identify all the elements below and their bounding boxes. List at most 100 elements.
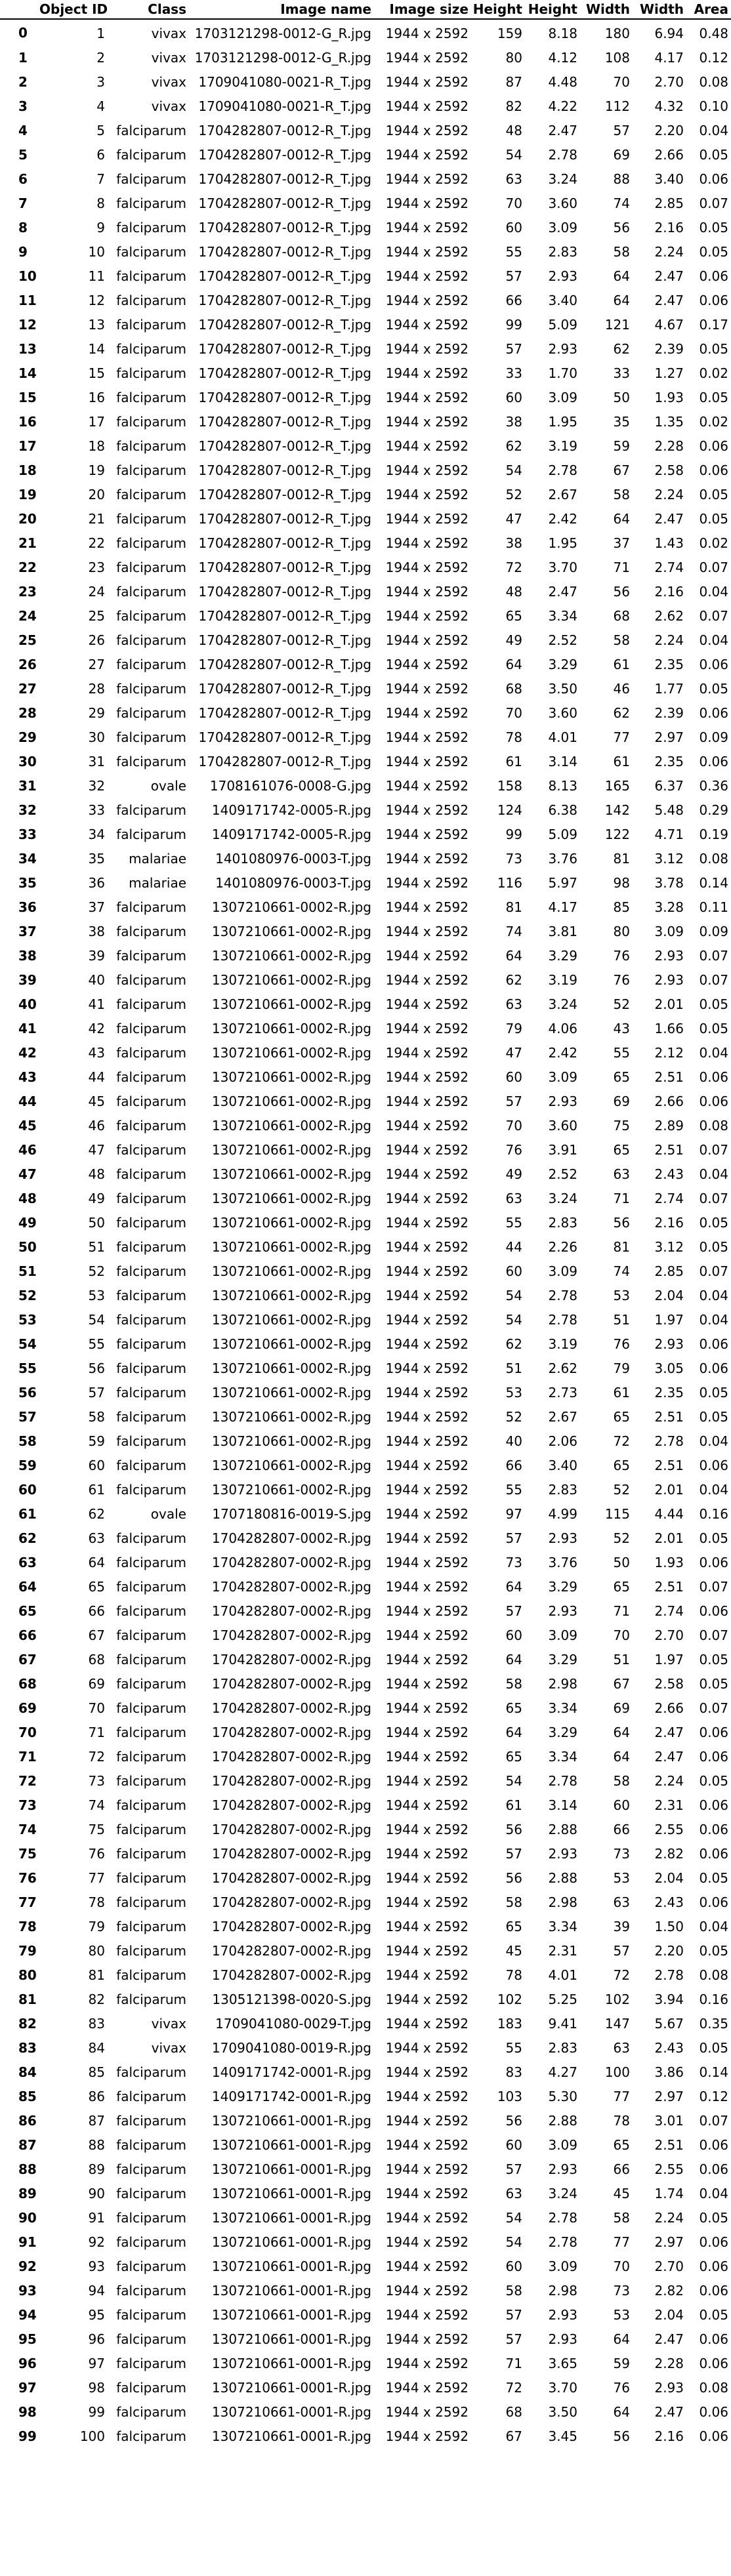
width-px-cell: 50 bbox=[613, 1554, 630, 1570]
width-px-cell: 88 bbox=[613, 171, 630, 187]
class-cell: falciparum bbox=[116, 2088, 186, 2104]
height-um-cell: 9.41 bbox=[548, 2015, 577, 2032]
table-row: 19 20 falciparum 1704282807-0012-R_T.jpg 194… bbox=[0, 482, 731, 506]
image-size-cell: 1944 x 2592 bbox=[385, 729, 469, 745]
object-id-cell: 34 bbox=[88, 826, 105, 842]
image-size-cell: 1944 x 2592 bbox=[385, 2161, 469, 2177]
image-size-cell: 1944 x 2592 bbox=[385, 1408, 469, 1425]
width-px-cell: 69 bbox=[613, 1700, 630, 1716]
image-size-cell: 1944 x 2592 bbox=[385, 947, 469, 964]
height-px-cell: 40 bbox=[505, 1433, 522, 1449]
area-cell: 0.35 bbox=[699, 2015, 728, 2032]
image-size-cell: 1944 x 2592 bbox=[385, 1821, 469, 1837]
class-cell: falciparum bbox=[116, 705, 186, 721]
object-id-cell: 19 bbox=[88, 462, 105, 478]
table-row: 13 14 falciparum 1704282807-0012-R_T.jpg 194… bbox=[0, 337, 731, 361]
object-id-cell: 4 bbox=[96, 98, 105, 114]
width-um-cell: 2.35 bbox=[654, 656, 684, 672]
height-px-cell: 57 bbox=[505, 268, 522, 284]
object-id-cell: 39 bbox=[88, 947, 105, 964]
height-um-cell: 4.48 bbox=[548, 73, 577, 90]
class-cell: falciparum bbox=[116, 316, 186, 333]
table-row: 67 68 falciparum 1704282807-0002-R.jpg 1944 … bbox=[0, 1647, 731, 1671]
image-size-cell: 1944 x 2592 bbox=[385, 1554, 469, 1570]
image-size-cell: 1944 x 2592 bbox=[385, 1360, 469, 1376]
area-cell: 0.07 bbox=[699, 1263, 728, 1279]
width-px-cell: 58 bbox=[613, 486, 630, 502]
width-px-cell: 65 bbox=[613, 1141, 630, 1158]
image-size-cell: 1944 x 2592 bbox=[385, 1384, 469, 1400]
row-index: 68 bbox=[18, 1675, 37, 1692]
image-name-cell: 1704282807-0012-R_T.jpg bbox=[198, 413, 371, 430]
row-index: 44 bbox=[18, 1093, 37, 1109]
table-row: 6 7 falciparum 1704282807-0012-R_T.jpg 1944 … bbox=[0, 167, 731, 191]
image-name-cell: 1307210661-0002-R.jpg bbox=[211, 996, 371, 1012]
object-id-cell: 80 bbox=[88, 1942, 105, 1959]
width-um-cell: 2.28 bbox=[654, 438, 684, 454]
image-size-cell: 1944 x 2592 bbox=[385, 2136, 469, 2153]
width-um-cell: 2.12 bbox=[654, 1044, 684, 1061]
area-cell: 0.19 bbox=[699, 826, 728, 842]
area-cell: 0.06 bbox=[699, 2258, 728, 2274]
class-cell: falciparum bbox=[116, 1627, 186, 1643]
table-row: 41 42 falciparum 1307210661-0002-R.jpg 1944 … bbox=[0, 1016, 731, 1040]
image-name-cell: 1707180816-0019-S.jpg bbox=[212, 1505, 371, 1522]
table-row: 97 98 falciparum 1307210661-0001-R.jpg 1944 … bbox=[0, 2375, 731, 2400]
area-cell: 0.12 bbox=[699, 49, 728, 66]
object-id-cell: 96 bbox=[88, 2331, 105, 2347]
width-px-cell: 43 bbox=[613, 1020, 630, 1036]
image-size-cell: 1944 x 2592 bbox=[385, 632, 469, 648]
image-name-cell: 1704282807-0002-R.jpg bbox=[211, 1797, 371, 1813]
height-um-cell: 2.93 bbox=[548, 268, 577, 284]
object-id-cell: 50 bbox=[88, 1214, 105, 1231]
object-id-cell: 25 bbox=[88, 607, 105, 624]
table-row: 51 52 falciparum 1307210661-0002-R.jpg 1944 … bbox=[0, 1259, 731, 1283]
height-um-cell: 2.67 bbox=[548, 486, 577, 502]
header-cell-object-id: Object ID bbox=[39, 0, 108, 20]
class-cell: falciparum bbox=[116, 2258, 186, 2274]
class-cell: falciparum bbox=[116, 268, 186, 284]
object-id-cell: 32 bbox=[88, 777, 105, 794]
object-id-cell: 13 bbox=[88, 316, 105, 333]
image-size-cell: 1944 x 2592 bbox=[385, 2112, 469, 2129]
width-um-cell: 3.12 bbox=[654, 850, 684, 867]
class-cell: falciparum bbox=[116, 1408, 186, 1425]
area-cell: 0.04 bbox=[699, 1918, 728, 1934]
width-px-cell: 59 bbox=[613, 438, 630, 454]
image-name-cell: 1307210661-0002-R.jpg bbox=[211, 1360, 371, 1376]
row-index: 94 bbox=[18, 2306, 37, 2323]
height-px-cell: 55 bbox=[505, 243, 522, 260]
table-row: 62 63 falciparum 1704282807-0002-R.jpg 1944 … bbox=[0, 1526, 731, 1550]
image-name-cell: 1704282807-0012-R_T.jpg bbox=[198, 243, 371, 260]
height-px-cell: 56 bbox=[505, 1821, 522, 1837]
width-um-cell: 2.70 bbox=[654, 2258, 684, 2274]
area-cell: 0.16 bbox=[699, 1505, 728, 1522]
object-id-cell: 31 bbox=[88, 753, 105, 769]
width-um-cell: 2.74 bbox=[654, 1603, 684, 1619]
table-row: 12 13 falciparum 1704282807-0012-R_T.jpg 194… bbox=[0, 312, 731, 337]
table-row: 94 95 falciparum 1307210661-0001-R.jpg 1944 … bbox=[0, 2302, 731, 2327]
object-id-cell: 16 bbox=[88, 389, 105, 405]
width-px-cell: 142 bbox=[604, 802, 630, 818]
area-cell: 0.08 bbox=[699, 850, 728, 867]
area-cell: 0.07 bbox=[699, 1190, 728, 1206]
table-row: 1 2 vivax 1703121298-0012-G_R.jpg 1944 x 259… bbox=[0, 45, 731, 70]
height-px-cell: 64 bbox=[505, 1724, 522, 1740]
height-um-cell: 2.88 bbox=[548, 1870, 577, 1886]
object-id-cell: 54 bbox=[88, 1311, 105, 1328]
table-row: 91 92 falciparum 1307210661-0001-R.jpg 1944 … bbox=[0, 2230, 731, 2254]
table-row: 23 24 falciparum 1704282807-0012-R_T.jpg 194… bbox=[0, 579, 731, 603]
area-cell: 0.08 bbox=[699, 73, 728, 90]
object-id-cell: 70 bbox=[88, 1700, 105, 1716]
image-size-cell: 1944 x 2592 bbox=[385, 1505, 469, 1522]
image-name-cell: 1704282807-0002-R.jpg bbox=[211, 1700, 371, 1716]
height-um-cell: 3.24 bbox=[548, 996, 577, 1012]
table-row: 54 55 falciparum 1307210661-0002-R.jpg 1944 … bbox=[0, 1332, 731, 1356]
height-px-cell: 72 bbox=[505, 2379, 522, 2396]
row-index: 17 bbox=[18, 438, 37, 454]
width-um-cell: 2.58 bbox=[654, 1675, 684, 1692]
width-px-cell: 73 bbox=[613, 1845, 630, 1862]
table-row: 55 56 falciparum 1307210661-0002-R.jpg 1944 … bbox=[0, 1356, 731, 1380]
image-size-cell: 1944 x 2592 bbox=[385, 1675, 469, 1692]
height-px-cell: 70 bbox=[505, 1117, 522, 1134]
